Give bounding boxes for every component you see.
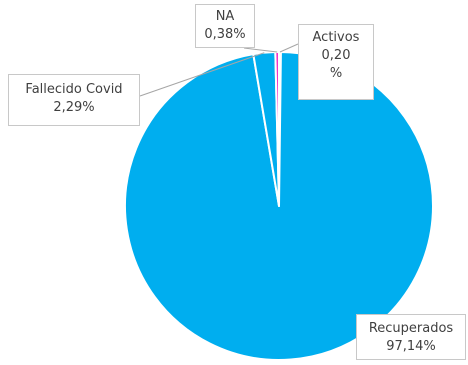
leader-line-na xyxy=(243,47,278,53)
callout-activos-unit: % xyxy=(329,66,343,81)
callout-fallecido-covid: Fallecido Covid 2,29% xyxy=(8,74,140,126)
callout-na-label: NA xyxy=(215,9,235,24)
callout-fallecido-covid-label: Fallecido Covid xyxy=(25,82,123,97)
callout-recuperados: Recuperados 97,14% xyxy=(356,314,466,360)
callout-activos: Activos 0,20 % xyxy=(298,24,374,100)
callout-fallecido-covid-value: 2,29% xyxy=(53,100,95,115)
leader-line-fallecido-covid xyxy=(139,52,265,97)
callout-recuperados-label: Recuperados xyxy=(368,321,454,336)
leader-line-activos xyxy=(279,43,299,53)
callout-na: NA 0,38% xyxy=(195,4,255,48)
callout-recuperados-value: 97,14% xyxy=(386,339,436,354)
callout-activos-value: 0,20 xyxy=(321,48,351,63)
callout-activos-label: Activos xyxy=(312,30,360,45)
callout-na-value: 0,38% xyxy=(204,27,246,42)
